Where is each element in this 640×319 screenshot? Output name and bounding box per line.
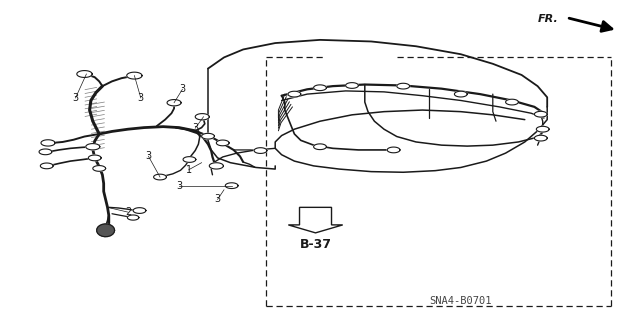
Polygon shape xyxy=(133,208,146,213)
Polygon shape xyxy=(86,144,100,150)
Polygon shape xyxy=(534,135,547,141)
Polygon shape xyxy=(397,83,410,89)
Polygon shape xyxy=(536,126,549,132)
Polygon shape xyxy=(216,140,229,146)
Text: SNA4-B0701: SNA4-B0701 xyxy=(429,296,492,306)
Text: 3: 3 xyxy=(145,151,152,161)
Text: 2: 2 xyxy=(125,207,131,217)
Polygon shape xyxy=(209,163,223,169)
Text: 3: 3 xyxy=(214,194,221,204)
Polygon shape xyxy=(288,91,301,97)
Text: 1: 1 xyxy=(186,165,192,175)
Polygon shape xyxy=(506,99,518,105)
Polygon shape xyxy=(288,207,343,233)
Polygon shape xyxy=(346,83,358,88)
Polygon shape xyxy=(88,155,101,161)
Polygon shape xyxy=(39,149,52,155)
Text: 3: 3 xyxy=(192,123,198,133)
Text: 3: 3 xyxy=(72,93,79,103)
Polygon shape xyxy=(127,72,142,79)
Polygon shape xyxy=(314,144,326,150)
Polygon shape xyxy=(154,174,166,180)
Polygon shape xyxy=(127,215,139,220)
Polygon shape xyxy=(40,163,53,169)
Polygon shape xyxy=(387,147,400,153)
Text: FR.: FR. xyxy=(538,14,558,24)
Polygon shape xyxy=(183,157,196,162)
Text: 3: 3 xyxy=(138,93,144,103)
Polygon shape xyxy=(534,111,547,117)
Text: 3: 3 xyxy=(179,84,186,94)
Polygon shape xyxy=(41,140,55,146)
Polygon shape xyxy=(202,133,214,139)
Polygon shape xyxy=(167,100,181,106)
Polygon shape xyxy=(97,224,115,237)
Polygon shape xyxy=(254,148,267,153)
Polygon shape xyxy=(314,85,326,91)
Polygon shape xyxy=(454,91,467,97)
Polygon shape xyxy=(77,70,92,78)
Polygon shape xyxy=(93,166,106,171)
Polygon shape xyxy=(225,183,238,189)
Polygon shape xyxy=(195,114,209,120)
Text: B-37: B-37 xyxy=(300,238,332,251)
Text: 3: 3 xyxy=(176,181,182,191)
